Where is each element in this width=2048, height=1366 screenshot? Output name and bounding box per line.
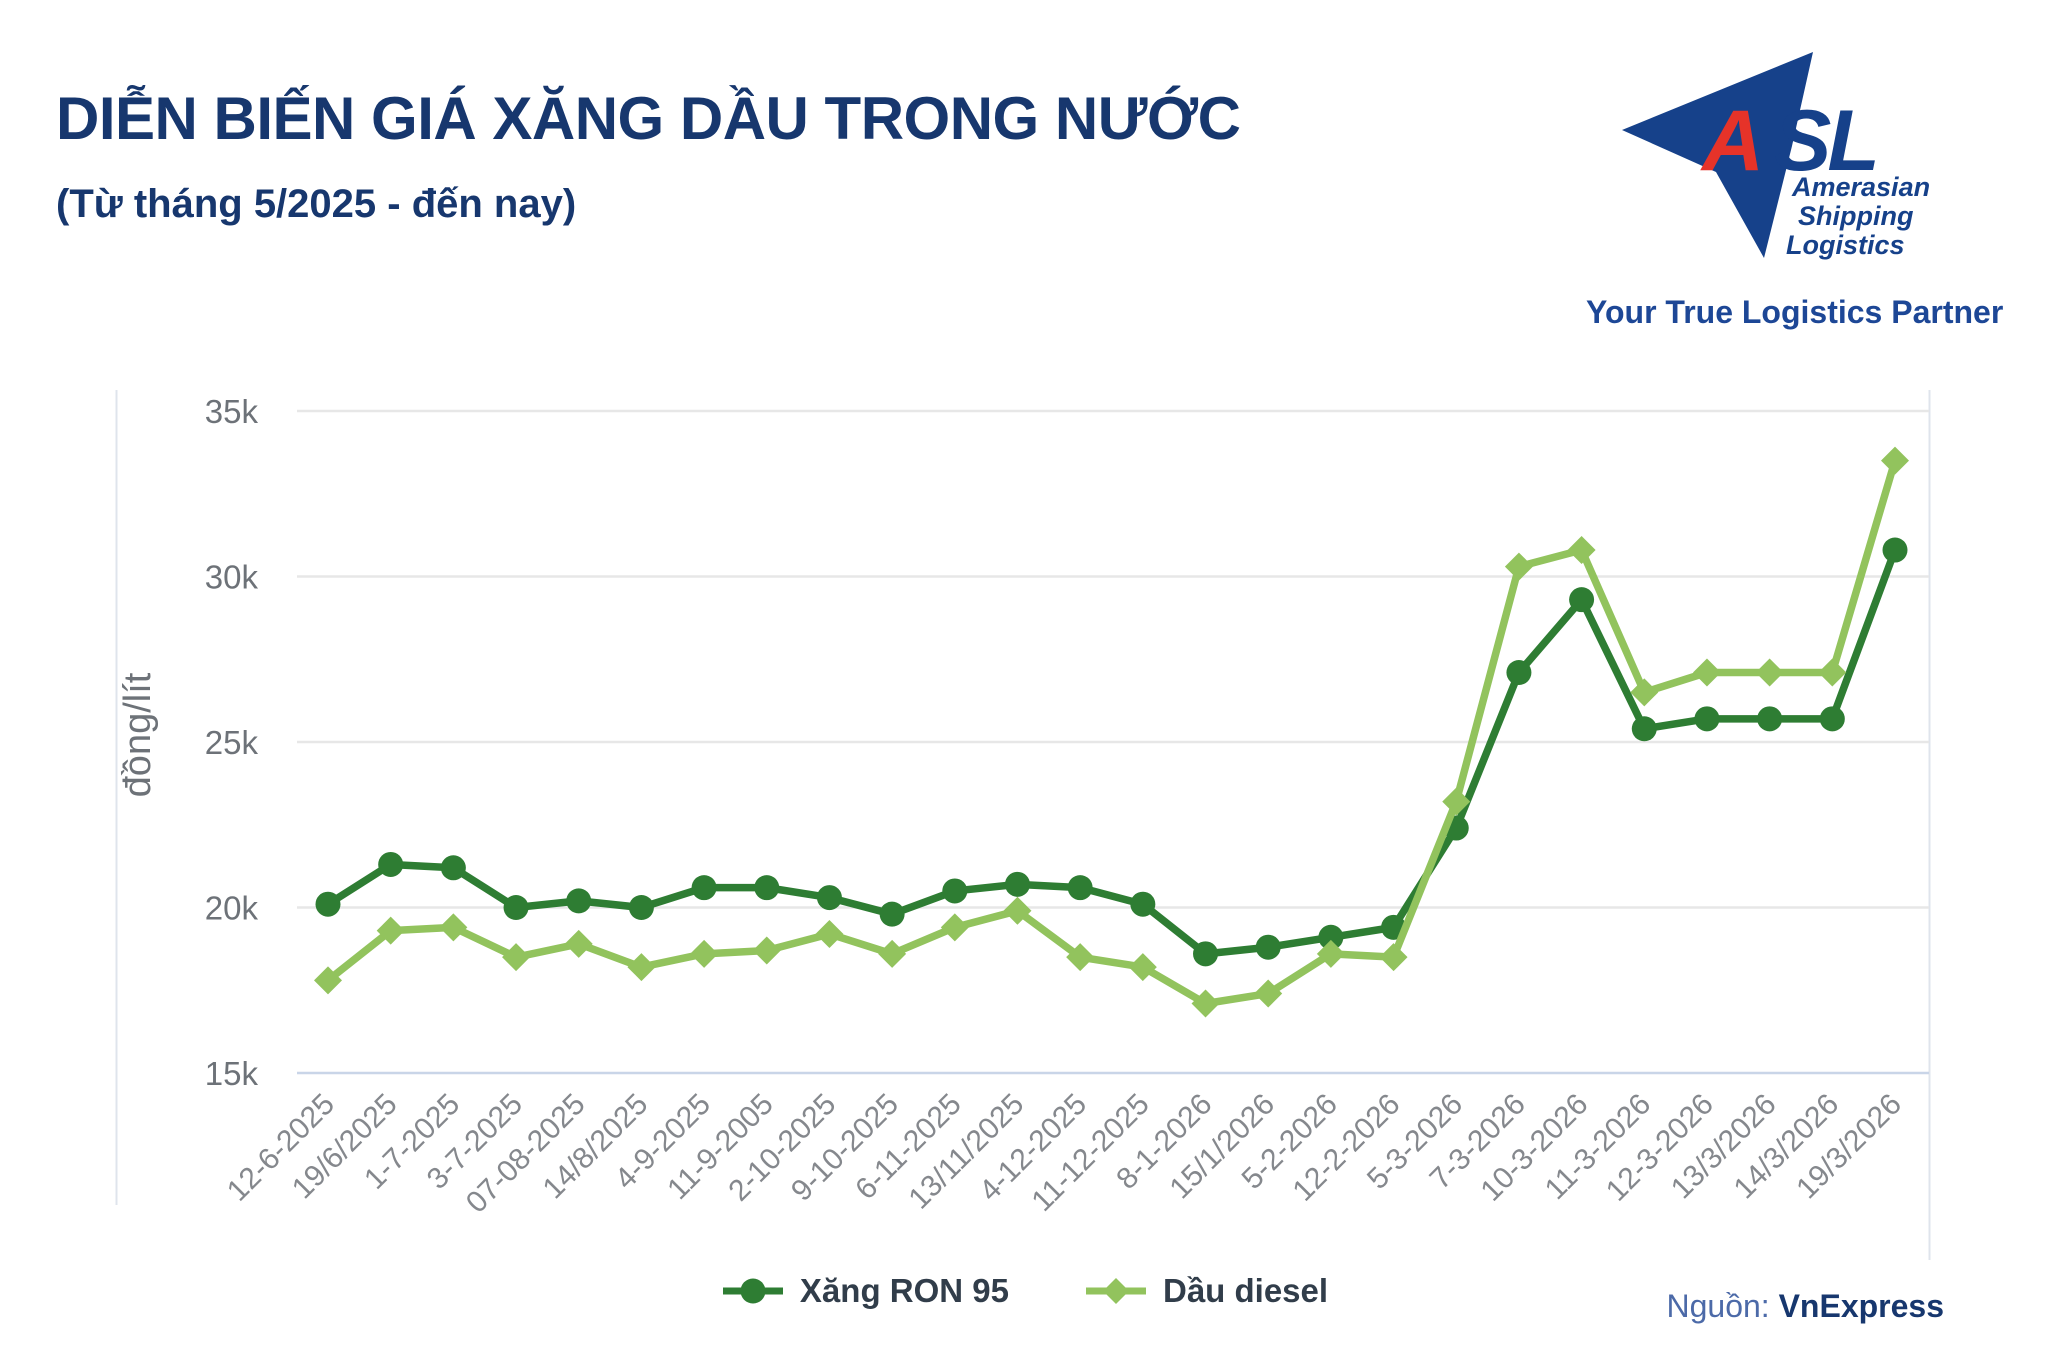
data-point-circle-x-ng-ron-95: [1130, 891, 1156, 917]
series-line-d-u-diesel: [324, 456, 1899, 1008]
data-point-diamond-d-u-diesel: [1442, 787, 1471, 816]
data-point-circle-x-ng-ron-95: [1819, 706, 1845, 732]
series-line-x-ng-ron-95: [324, 546, 1899, 958]
data-point-diamond-d-u-diesel: [1191, 989, 1220, 1018]
data-point-circle-x-ng-ron-95: [1318, 924, 1344, 950]
data-point-diamond-d-u-diesel: [1692, 658, 1721, 687]
company-logo: A SL Amerasian Shipping Logistics Your T…: [1578, 30, 2018, 330]
data-point-circle-x-ng-ron-95: [942, 878, 968, 904]
data-point-circle-x-ng-ron-95: [315, 891, 341, 917]
data-point-diamond-d-u-diesel: [439, 913, 468, 942]
source-value: VnExpress: [1778, 1288, 1944, 1324]
y-tick-label: 15k: [205, 1055, 259, 1092]
logo-line-amerasian: Amerasian: [1791, 172, 1930, 202]
data-point-diamond-d-u-diesel: [627, 953, 656, 982]
data-point-diamond-d-u-diesel: [1379, 943, 1408, 972]
data-point-circle-x-ng-ron-95: [503, 895, 529, 920]
data-point-diamond-d-u-diesel: [1881, 446, 1909, 475]
asl-logo-icon: A SL Amerasian Shipping Logistics: [1622, 52, 1930, 260]
data-point-circle-x-ng-ron-95: [1193, 941, 1219, 967]
data-point-circle-x-ng-ron-95: [1569, 587, 1595, 613]
data-point-diamond-d-u-diesel: [1504, 552, 1533, 581]
data-point-circle-x-ng-ron-95: [378, 851, 404, 877]
data-point-diamond-d-u-diesel: [1755, 658, 1784, 687]
legend-circle-marker: [740, 1278, 766, 1304]
data-point-diamond-d-u-diesel: [815, 919, 844, 948]
data-point-diamond-d-u-diesel: [1818, 658, 1847, 687]
source-credit: Nguồn: VnExpress: [1667, 1288, 1945, 1325]
data-point-diamond-d-u-diesel: [314, 966, 342, 995]
data-point-circle-x-ng-ron-95: [1506, 659, 1532, 685]
data-point-circle-x-ng-ron-95: [440, 855, 466, 881]
data-point-diamond-d-u-diesel: [564, 929, 593, 958]
data-point-circle-x-ng-ron-95: [1004, 871, 1030, 897]
data-point-circle-x-ng-ron-95: [1694, 706, 1720, 732]
data-point-diamond-d-u-diesel: [690, 939, 719, 968]
data-point-circle-x-ng-ron-95: [1757, 706, 1783, 732]
data-point-circle-x-ng-ron-95: [566, 888, 592, 914]
page-title: DIỄN BIẾN GIÁ XĂNG DẦU TRONG NƯỚC: [56, 85, 1241, 152]
data-point-diamond-d-u-diesel: [1128, 953, 1157, 982]
y-tick-label: 20k: [205, 890, 259, 927]
data-point-circle-x-ng-ron-95: [691, 875, 717, 901]
data-point-diamond-d-u-diesel: [1316, 939, 1345, 968]
y-tick-label: 35k: [205, 393, 259, 430]
data-point-diamond-d-u-diesel: [878, 939, 907, 968]
data-point-circle-x-ng-ron-95: [1631, 716, 1657, 742]
legend-label-x-ng-ron-95: Xăng RON 95: [799, 1272, 1009, 1309]
data-point-circle-x-ng-ron-95: [1067, 875, 1093, 901]
legend-marker-diamond-icon: [1085, 1278, 1146, 1304]
legend-diamond-marker: [1102, 1278, 1129, 1304]
data-point-circle-x-ng-ron-95: [816, 885, 842, 911]
data-point-circle-x-ng-ron-95: [1255, 934, 1281, 960]
legend-label-d-u-diesel: Dầu diesel: [1162, 1272, 1329, 1309]
page-subtitle: (Từ tháng 5/2025 - đến nay): [56, 182, 577, 226]
data-point-diamond-d-u-diesel: [1254, 979, 1283, 1008]
data-point-diamond-d-u-diesel: [1066, 943, 1095, 972]
logo-line-shipping: Shipping: [1798, 201, 1914, 231]
data-point-diamond-d-u-diesel: [1630, 678, 1659, 707]
legend-item-d-u-diesel: Dầu diesel: [1083, 1272, 1328, 1310]
y-tick-label: 30k: [205, 559, 259, 596]
data-point-diamond-d-u-diesel: [752, 936, 781, 965]
y-axis-title: đồng/lít: [117, 672, 159, 797]
data-point-diamond-d-u-diesel: [1003, 896, 1032, 925]
data-point-diamond-d-u-diesel: [376, 916, 405, 945]
legend-item-x-ng-ron-95: Xăng RON 95: [720, 1272, 1009, 1310]
chart-legend: Xăng RON 95 Dầu diesel: [0, 1272, 2048, 1310]
data-point-circle-x-ng-ron-95: [754, 875, 780, 901]
source-label: Nguồn:: [1666, 1288, 1770, 1324]
data-point-circle-x-ng-ron-95: [628, 895, 654, 920]
data-point-diamond-d-u-diesel: [940, 913, 969, 942]
y-tick-label: 25k: [205, 724, 259, 761]
data-point-diamond-d-u-diesel: [502, 943, 531, 972]
logo-tagline: Your True Logistics Partner: [1586, 294, 2004, 330]
legend-marker-circle-icon: [722, 1278, 783, 1304]
logo-letters-sl: SL: [1774, 93, 1876, 189]
logo-letter-a: A: [1700, 93, 1760, 189]
data-point-circle-x-ng-ron-95: [879, 901, 905, 927]
data-point-circle-x-ng-ron-95: [1882, 537, 1908, 563]
data-point-diamond-d-u-diesel: [1567, 536, 1596, 565]
logo-line-logistics: Logistics: [1786, 230, 1905, 260]
logo-arrow-shape: [1622, 52, 1813, 258]
